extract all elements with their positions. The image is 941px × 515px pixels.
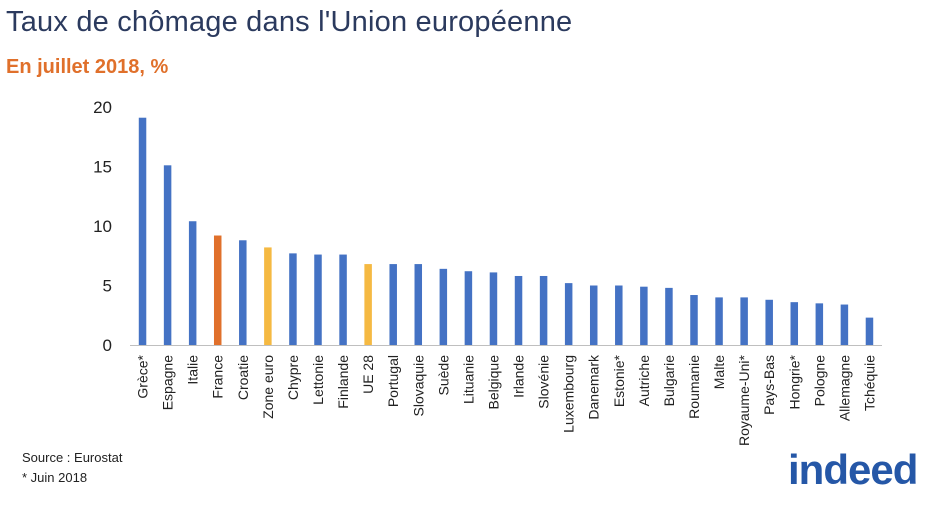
- bar: [264, 247, 272, 345]
- chart-title: Taux de chômage dans l'Union européenne: [6, 6, 573, 38]
- x-tick-label: Suède: [435, 355, 451, 396]
- x-tick-label: Chypre: [285, 355, 301, 400]
- bar: [665, 287, 673, 345]
- bar: [289, 253, 297, 345]
- bar: [239, 240, 247, 345]
- x-tick-label: Pologne: [811, 355, 827, 407]
- y-axis-ticks: 0 5 10 15 20: [93, 98, 112, 355]
- bar: [163, 165, 172, 345]
- x-tick-label: Autriche: [636, 355, 652, 407]
- bar: [740, 297, 748, 345]
- bar: [389, 264, 397, 345]
- x-tick-label: Estonie*: [611, 354, 627, 407]
- x-tick-label: Finlande: [335, 355, 351, 409]
- x-tick-label: Croatie: [235, 355, 251, 400]
- bar: [865, 317, 874, 345]
- x-tick-label: Italie: [185, 355, 201, 385]
- x-tick-label: Tchéquie: [861, 355, 877, 411]
- x-tick-label: Malte: [711, 355, 727, 389]
- bar: [539, 275, 548, 345]
- category-labels: Grèce* Espagne Italie France Croatie Zone eur…: [135, 354, 878, 446]
- x-tick-label: Lettonie: [310, 355, 326, 405]
- bar: [339, 254, 347, 345]
- y-tick-label: 10: [93, 217, 112, 236]
- x-tick-label: Portugal: [385, 355, 401, 407]
- indeed-logo[interactable]: indeed: [788, 446, 918, 493]
- x-tick-label: Irlande: [511, 355, 527, 398]
- bar: [414, 264, 423, 345]
- x-tick-label: Roumanie: [686, 355, 702, 419]
- bar: [138, 117, 147, 346]
- x-tick-label: Zone euro: [260, 355, 276, 419]
- x-tick-label: Royaume-Uni*: [736, 354, 752, 446]
- bar: [439, 268, 448, 345]
- bar: [790, 302, 799, 345]
- chart-subtitle: En juillet 2018, %: [6, 56, 169, 78]
- x-tick-label: Grèce*: [135, 354, 151, 398]
- footnote-june: * Juin 2018: [22, 470, 88, 485]
- x-tick-label: Slovénie: [536, 355, 552, 409]
- x-tick-label: Luxembourg: [561, 355, 577, 433]
- x-tick-label: Pays-Bas: [761, 355, 777, 415]
- bar: [815, 303, 824, 345]
- bar: [640, 286, 648, 345]
- x-tick-label: Hongrie*: [786, 354, 802, 409]
- bar: [589, 285, 598, 345]
- bar: [188, 221, 197, 345]
- bar: [564, 283, 573, 345]
- bar: [765, 299, 773, 345]
- x-tick-label: Danemark: [586, 354, 602, 420]
- bar: [464, 271, 473, 345]
- bar: [840, 304, 849, 345]
- bar: [489, 272, 498, 345]
- x-tick-label: Allemagne: [836, 355, 852, 421]
- y-tick-label: 5: [103, 277, 112, 296]
- bar: [715, 297, 723, 345]
- bar: [514, 275, 523, 345]
- y-tick-label: 20: [93, 98, 112, 117]
- source-note: Source : Eurostat: [22, 450, 123, 465]
- bars-group: [138, 117, 874, 346]
- y-tick-label: 15: [93, 158, 112, 177]
- bar: [690, 295, 698, 345]
- bar: [615, 285, 623, 345]
- x-tick-label: Slovaquie: [410, 355, 426, 417]
- y-tick-label: 0: [103, 336, 112, 355]
- x-tick-label: UE 28: [360, 355, 376, 394]
- x-tick-label: Belgique: [485, 355, 501, 410]
- x-tick-label: Lituanie: [460, 355, 476, 404]
- bar: [364, 264, 372, 345]
- bar: [314, 254, 322, 345]
- bar: [213, 235, 222, 345]
- x-tick-label: Bulgarie: [661, 355, 677, 407]
- x-tick-label: France: [210, 355, 226, 399]
- x-tick-label: Espagne: [160, 355, 176, 410]
